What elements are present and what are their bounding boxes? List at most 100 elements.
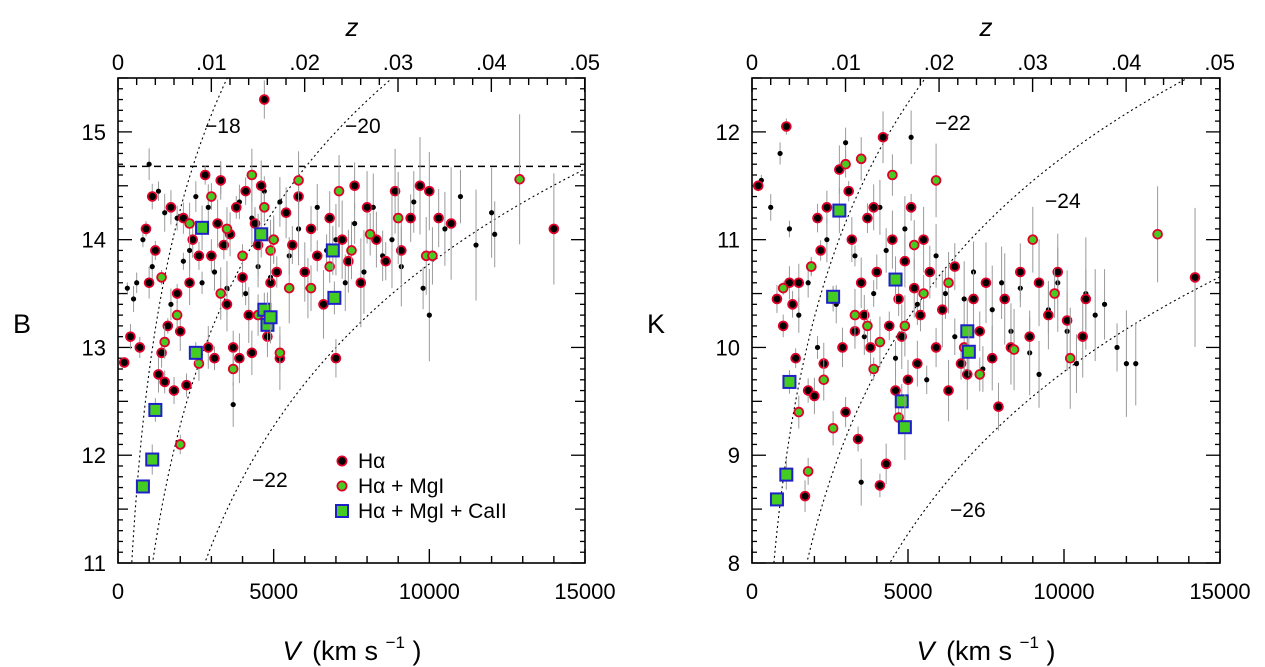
- point-ha-mg-ca: [146, 454, 158, 466]
- point-ha-mg: [841, 160, 850, 169]
- point-ha: [434, 214, 443, 223]
- point-ha-mg: [260, 203, 269, 212]
- x-axis-label-v: V: [283, 636, 304, 666]
- point-ha: [247, 348, 256, 357]
- curve-label: −22: [935, 112, 971, 135]
- point-ha: [863, 214, 872, 223]
- point-ha: [1016, 268, 1025, 277]
- point-ha: [300, 268, 309, 277]
- point-ha: [207, 251, 216, 260]
- point-ha: [126, 332, 135, 341]
- point-ha: [325, 214, 334, 223]
- point-ha: [982, 278, 991, 287]
- data-points: [120, 80, 558, 493]
- z-tick-label: 0: [112, 50, 124, 75]
- point-ha: [932, 343, 941, 352]
- point-other: [489, 210, 494, 215]
- point-ha: [794, 278, 803, 287]
- x-tick-label: 10000: [399, 579, 460, 604]
- point-other: [352, 221, 357, 226]
- point-ha-mg: [804, 467, 813, 476]
- x-tick-label: 15000: [1189, 579, 1250, 604]
- point-ha: [120, 358, 129, 367]
- point-ha: [425, 187, 434, 196]
- point-other: [962, 296, 967, 301]
- legend-item-ha: Hα: [337, 450, 385, 473]
- point-ha: [782, 122, 791, 131]
- point-ha-mg: [307, 284, 316, 293]
- point-ha-mg-ca: [196, 222, 208, 234]
- point-ha: [844, 187, 853, 196]
- point-ha: [801, 492, 810, 501]
- point-other: [924, 377, 929, 382]
- point-other: [1102, 302, 1107, 307]
- curves: [772, 38, 1220, 601]
- point-ha-mg: [869, 365, 878, 374]
- point-other: [1093, 313, 1098, 318]
- point-ha: [148, 192, 157, 201]
- point-ha-mg-ca: [827, 291, 839, 303]
- point-ha-mg: [975, 370, 984, 379]
- point-ha-mg: [944, 278, 953, 287]
- point-ha: [241, 187, 250, 196]
- point-other: [427, 313, 432, 318]
- point-ha-mg-ca: [780, 469, 792, 481]
- point-other: [361, 269, 366, 274]
- point-ha-mg: [275, 348, 284, 357]
- point-ha-mg-ca: [149, 404, 161, 416]
- point-ha: [257, 181, 266, 190]
- point-ha: [754, 181, 763, 190]
- point-ha-mg: [173, 311, 182, 320]
- point-ha-mg: [1028, 235, 1037, 244]
- point-ha-mg-ca: [833, 205, 845, 217]
- point-ha: [167, 203, 176, 212]
- point-other: [473, 242, 478, 247]
- y-tick-label: 9: [728, 443, 740, 468]
- point-ha: [838, 343, 847, 352]
- point-ha: [847, 235, 856, 244]
- point-other: [1036, 372, 1041, 377]
- point-other: [852, 253, 857, 258]
- point-ha: [882, 459, 891, 468]
- point-ha: [788, 300, 797, 309]
- point-ha: [773, 295, 782, 304]
- point-ha: [866, 343, 875, 352]
- point-ha: [356, 278, 365, 287]
- point-other: [193, 194, 198, 199]
- y-axis-label: B: [13, 309, 31, 339]
- point-ha: [288, 241, 297, 250]
- point-ha-mg: [919, 289, 928, 298]
- point-other: [125, 286, 130, 291]
- point-ha-mg: [876, 338, 885, 347]
- point-ha-mg: [1050, 289, 1059, 298]
- point-other: [1074, 361, 1079, 366]
- point-other: [134, 280, 139, 285]
- panel-b-vs-v: z B V (km s −1 ) Hα Hα + MgI Hα + MgI + …: [13, 12, 616, 666]
- point-ha: [142, 224, 151, 233]
- point-other: [943, 291, 948, 296]
- point-ha-mg-ca: [328, 292, 340, 304]
- point-ha: [857, 278, 866, 287]
- point-ha-mg-ca: [963, 346, 975, 358]
- point-other: [199, 280, 204, 285]
- point-other: [859, 480, 864, 485]
- point-other: [933, 253, 938, 258]
- z-tick-label: .05: [1204, 50, 1235, 75]
- point-ha: [182, 381, 191, 390]
- point-ha-mg: [157, 273, 166, 282]
- point-ha-mg: [394, 214, 403, 223]
- point-ha: [816, 246, 825, 255]
- point-other: [206, 205, 211, 210]
- point-ha-mg: [247, 171, 256, 180]
- point-other: [796, 313, 801, 318]
- z-tick-label: .05: [569, 50, 600, 75]
- point-other: [243, 291, 248, 296]
- point-ha: [813, 214, 822, 223]
- point-other: [442, 226, 447, 231]
- legend-label-ha: Hα: [358, 450, 385, 473]
- point-other: [777, 151, 782, 156]
- point-ha: [260, 95, 269, 104]
- point-ha: [350, 181, 359, 190]
- point-other: [915, 302, 920, 307]
- point-ha-mg: [176, 440, 185, 449]
